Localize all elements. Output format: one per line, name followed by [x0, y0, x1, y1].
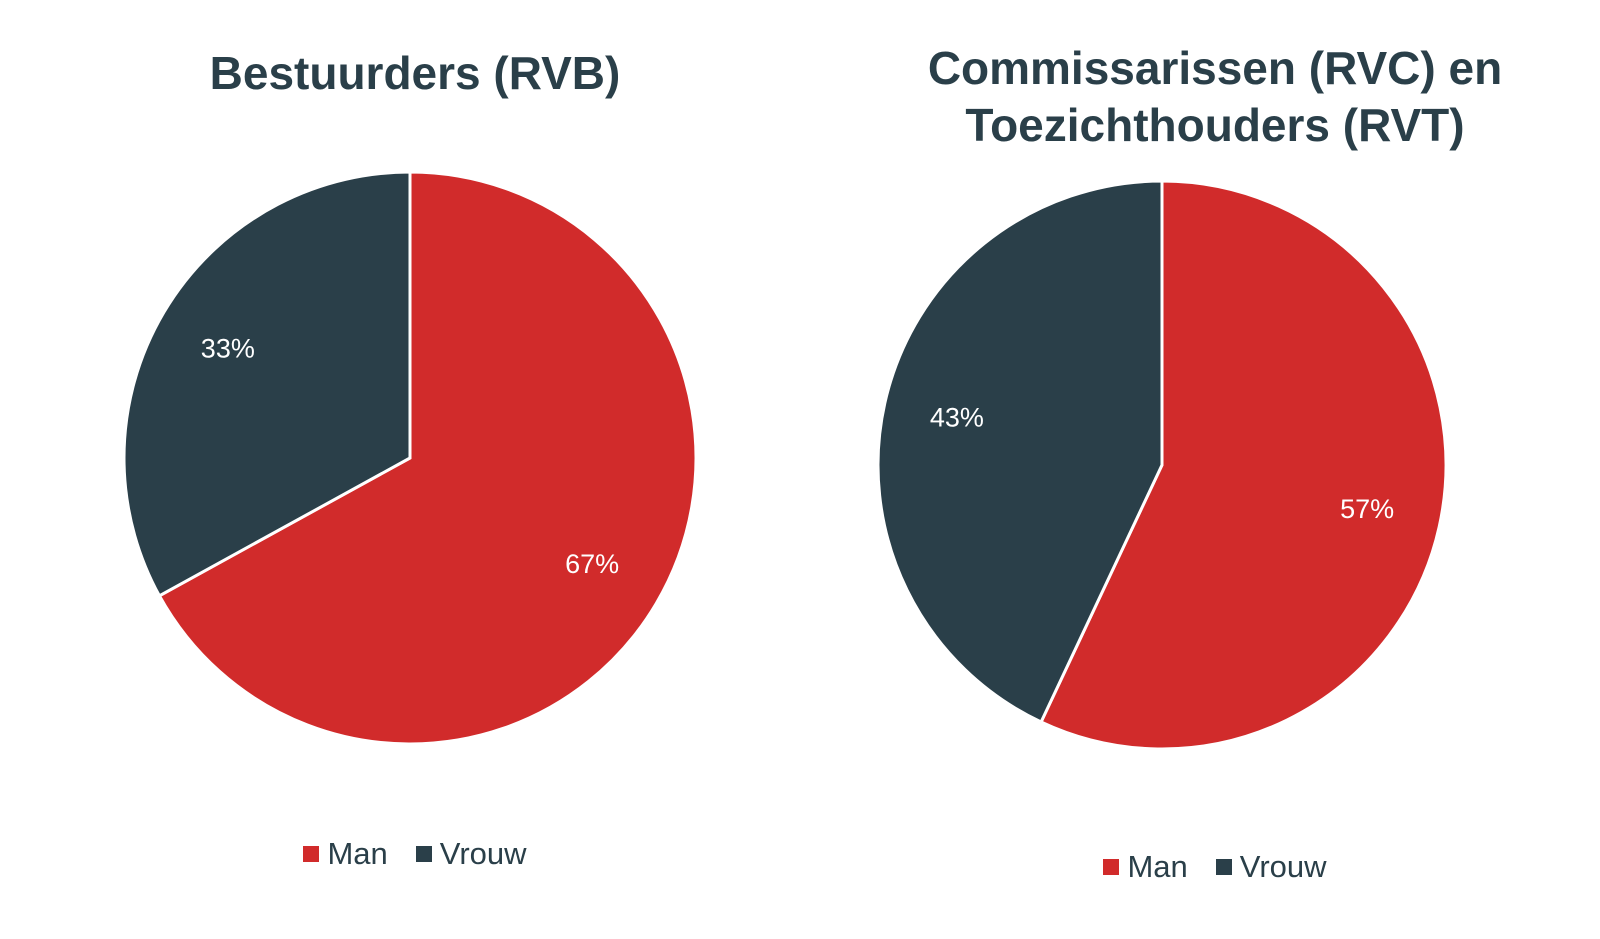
pie-slice-man — [157, 170, 698, 746]
legend-rvb: Man Vrouw — [0, 836, 830, 872]
legend-item-man: Man — [1103, 849, 1188, 885]
legend-item-vrouw: Vrouw — [1215, 849, 1327, 885]
chart-panel-rvc-rvt: Commissarissen (RVC) en Toezichthouders (… — [830, 0, 1600, 939]
chart-panel-rvb: Bestuurders (RVB) 67% 33% Man Vrouw — [0, 47, 830, 872]
legend-label-vrouw: Vrouw — [439, 836, 527, 871]
legend-item-vrouw: Vrouw — [415, 836, 527, 872]
data-label-man: 67% — [565, 549, 619, 579]
data-label-vrouw: 43% — [930, 402, 984, 432]
data-label-vrouw: 33% — [201, 333, 255, 363]
legend-swatch-man — [1103, 859, 1120, 875]
pie-slice-man — [1039, 179, 1448, 751]
legend-swatch-vrouw — [1215, 859, 1232, 875]
legend-label-man: Man — [1127, 849, 1188, 884]
legend-item-man: Man — [303, 836, 388, 872]
chart-title-rvb: Bestuurders (RVB) — [209, 47, 621, 99]
data-label-man: 57% — [1340, 494, 1394, 524]
legend-rvc-rvt: Man Vrouw — [830, 849, 1600, 885]
legend-label-man: Man — [327, 836, 388, 871]
legend-swatch-vrouw — [415, 846, 432, 862]
pie-slice-vrouw — [876, 179, 1164, 724]
legend-label-vrouw: Vrouw — [1239, 849, 1327, 884]
pie-chart-rvb: 67% 33% — [122, 170, 698, 746]
pie-slice-vrouw — [122, 170, 412, 598]
pie-chart-rvc-rvt: 57% 43% — [876, 179, 1448, 751]
legend-swatch-man — [303, 846, 320, 862]
chart-title-rvc-rvt: Commissarissen (RVC) en Toezichthouders (… — [927, 42, 1503, 151]
